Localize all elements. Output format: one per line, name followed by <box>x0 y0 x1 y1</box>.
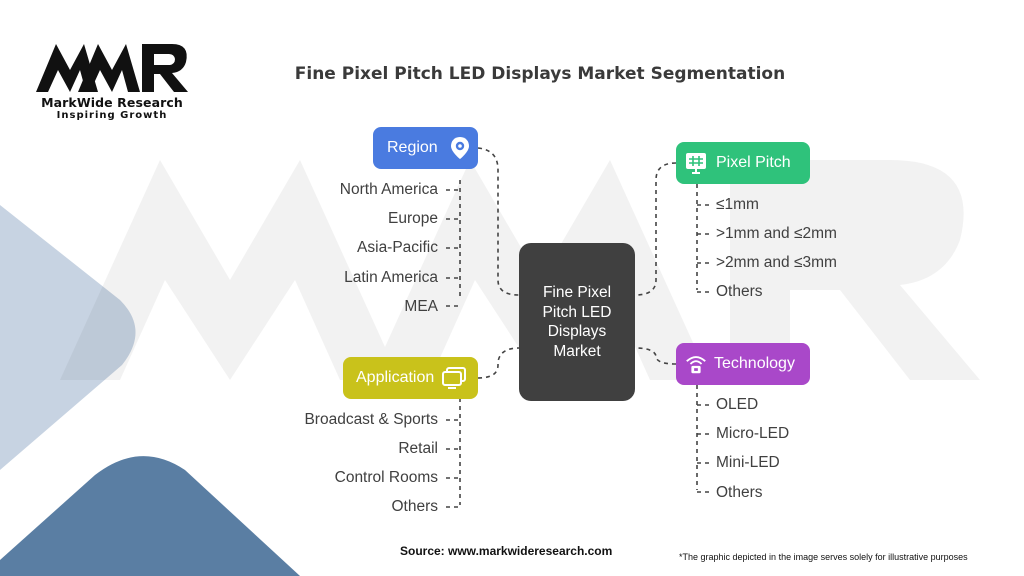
connector-region-items <box>446 180 461 307</box>
technology-item: OLED <box>716 396 759 413</box>
application-item: Retail <box>398 440 438 457</box>
brand-name: MarkWide Research <box>41 95 183 110</box>
technology-item: Mini-LED <box>716 454 780 471</box>
brand-logo: MarkWide Research Inspiring Growth <box>34 40 194 121</box>
application-item: Control Rooms <box>334 469 438 486</box>
grid-monitor-icon <box>684 151 708 175</box>
segment-pixel-pitch-label: Pixel Pitch <box>716 154 791 171</box>
segment-technology-label: Technology <box>714 355 795 372</box>
center-node: Fine Pixel Pitch LED Displays Market <box>519 243 635 401</box>
pixel-pitch-item: >1mm and ≤2mm <box>716 225 837 242</box>
region-item: MEA <box>404 298 438 315</box>
connector-pixel <box>634 162 677 296</box>
wireless-chip-icon <box>684 352 708 376</box>
connector-pixel-items <box>696 184 711 293</box>
connector-region <box>477 147 520 296</box>
application-item: Broadcast & Sports <box>304 411 438 428</box>
region-item: Latin America <box>344 269 438 286</box>
connector-application <box>477 347 520 379</box>
technology-item: Micro-LED <box>716 425 790 442</box>
technology-item: Others <box>716 484 763 501</box>
segment-region: Region <box>373 127 478 169</box>
application-item: Others <box>391 498 438 515</box>
source-note: Source: www.markwideresearch.com <box>400 544 613 558</box>
brand-tagline: Inspiring Growth <box>56 110 168 121</box>
connector-tech-items <box>696 385 711 493</box>
connector-tech <box>634 347 677 365</box>
page-title: Fine Pixel Pitch LED Displays Market Seg… <box>294 64 786 84</box>
pixel-pitch-item: >2mm and ≤3mm <box>716 254 837 271</box>
connector-application-items <box>446 398 461 508</box>
segment-technology: Technology <box>676 343 810 385</box>
segment-region-label: Region <box>387 139 438 156</box>
disclaimer-note: *The graphic depicted in the image serve… <box>679 552 968 562</box>
mwr-logo-mark <box>36 44 188 92</box>
region-item: North America <box>339 181 438 198</box>
location-settings-icon <box>448 136 472 160</box>
pixel-pitch-item: ≤1mm <box>716 196 759 213</box>
watermark-logo <box>60 160 980 380</box>
region-item: Asia-Pacific <box>357 239 438 256</box>
region-item: Europe <box>388 210 438 227</box>
segment-application: Application <box>343 357 478 399</box>
segment-pixel-pitch: Pixel Pitch <box>676 142 810 184</box>
pixel-pitch-item: Others <box>716 283 763 300</box>
monitor-icon <box>442 366 467 390</box>
segment-application-label: Application <box>356 369 435 386</box>
